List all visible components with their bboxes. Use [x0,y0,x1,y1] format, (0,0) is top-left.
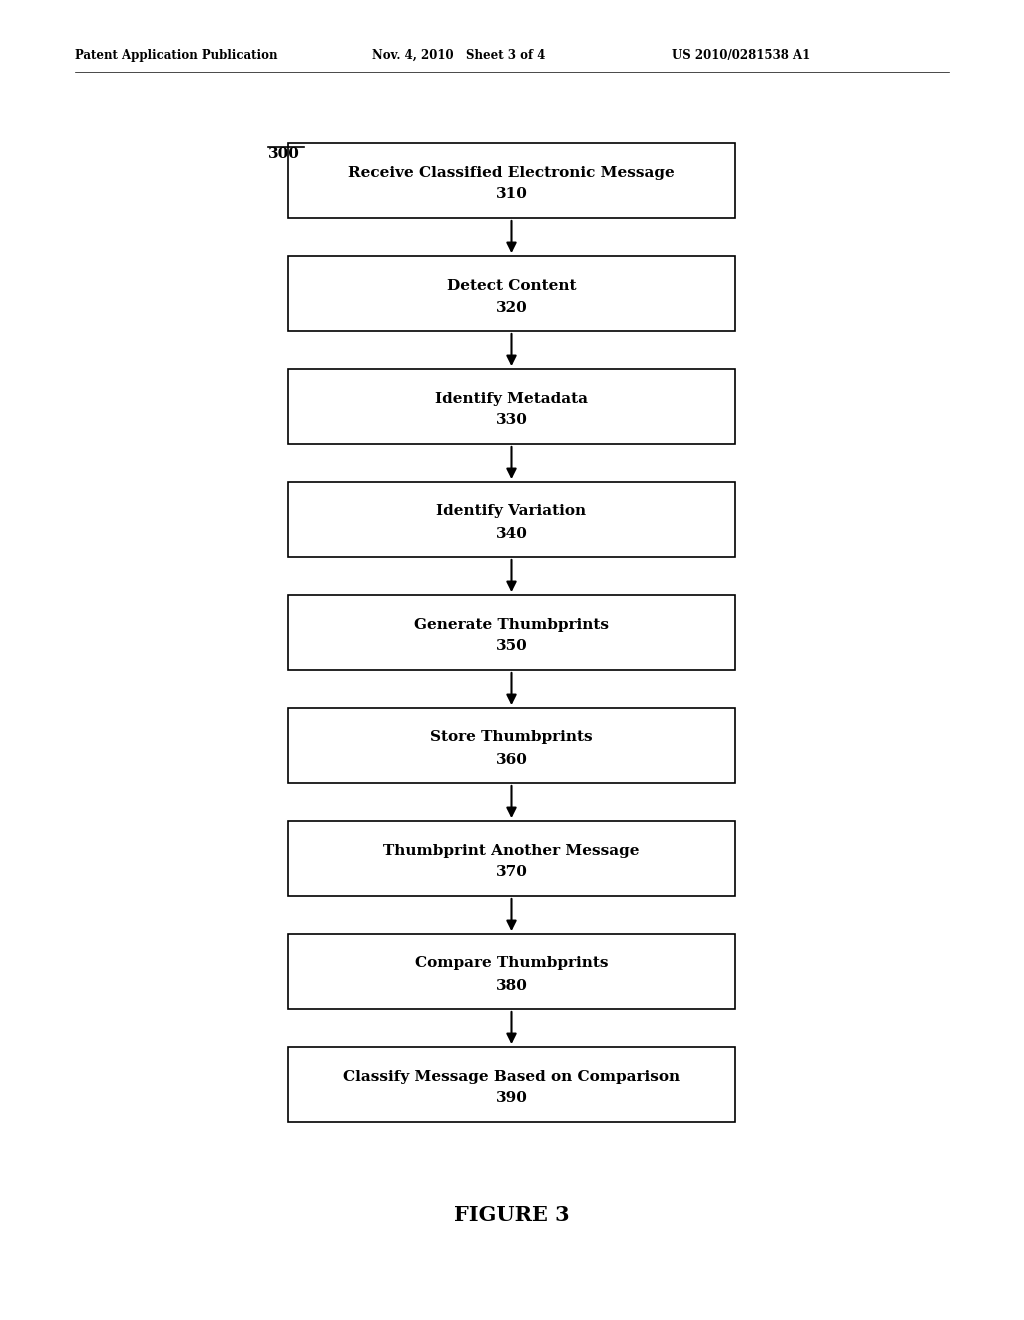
Bar [288,143,735,218]
Bar [288,595,735,671]
Text: 320: 320 [496,301,527,314]
Text: 390: 390 [496,1092,527,1106]
Bar [288,482,735,557]
Text: 340: 340 [496,527,527,540]
Bar [288,370,735,444]
Text: 370: 370 [496,866,527,879]
Text: Nov. 4, 2010   Sheet 3 of 4: Nov. 4, 2010 Sheet 3 of 4 [372,49,546,62]
Text: 350: 350 [496,639,527,653]
Text: 300: 300 [268,147,300,161]
Text: 330: 330 [496,413,527,428]
Text: 360: 360 [496,752,527,767]
Text: 380: 380 [496,978,527,993]
Text: Compare Thumbprints: Compare Thumbprints [415,957,608,970]
Text: Thumbprint Another Message: Thumbprint Another Message [383,843,640,858]
Text: Identify Metadata: Identify Metadata [435,392,588,405]
Text: Generate Thumbprints: Generate Thumbprints [414,618,609,631]
Bar [288,708,735,783]
Bar [288,256,735,331]
Text: Identify Variation: Identify Variation [436,504,587,519]
Bar [288,1047,735,1122]
Text: Patent Application Publication: Patent Application Publication [75,49,278,62]
Text: Classify Message Based on Comparison: Classify Message Based on Comparison [343,1069,680,1084]
Text: US 2010/0281538 A1: US 2010/0281538 A1 [672,49,810,62]
Text: Store Thumbprints: Store Thumbprints [430,730,593,744]
Text: Detect Content: Detect Content [446,279,577,293]
Bar [288,935,735,1008]
Text: FIGURE 3: FIGURE 3 [455,1205,569,1225]
Bar [288,821,735,896]
Text: Receive Classified Electronic Message: Receive Classified Electronic Message [348,165,675,180]
Text: 310: 310 [496,187,527,202]
